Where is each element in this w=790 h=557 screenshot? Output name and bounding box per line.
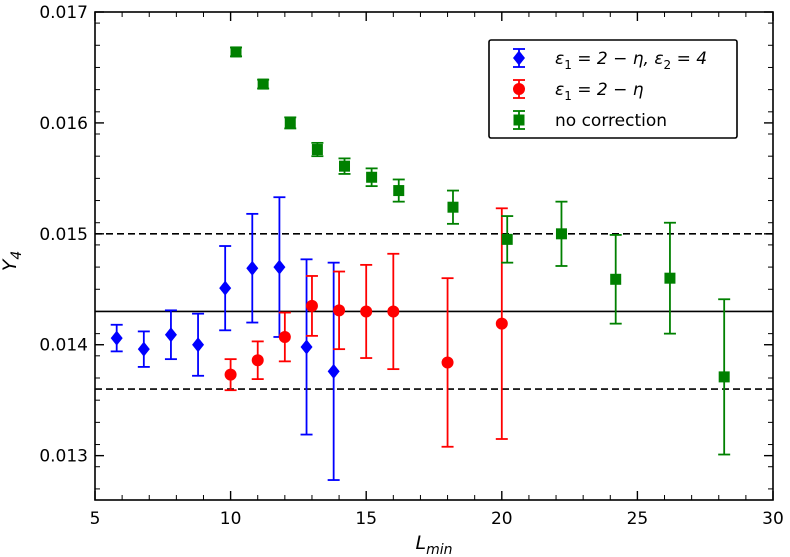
data-point bbox=[278, 330, 291, 343]
y-tick-label: 0.014 bbox=[39, 336, 88, 356]
data-point bbox=[257, 78, 269, 90]
x-tick-label: 25 bbox=[627, 509, 649, 529]
x-axis-label: Lmin bbox=[416, 532, 453, 557]
data-point bbox=[555, 228, 567, 240]
series-square bbox=[230, 46, 731, 456]
x-tick-label: 10 bbox=[220, 509, 242, 529]
data-point bbox=[501, 233, 513, 245]
x-tick-label: 20 bbox=[491, 509, 513, 529]
data-point bbox=[610, 273, 622, 285]
data-point bbox=[246, 260, 259, 276]
legend-label: ε1 = 2 − η, ε2 = 4 bbox=[555, 49, 707, 72]
legend-box bbox=[488, 39, 738, 139]
data-point bbox=[360, 305, 373, 318]
data-point bbox=[441, 356, 454, 369]
data-point bbox=[224, 368, 237, 381]
data-point bbox=[251, 354, 264, 367]
data-point bbox=[137, 341, 150, 357]
y-tick-label: 0.015 bbox=[39, 225, 88, 245]
data-point bbox=[366, 171, 378, 183]
data-point bbox=[164, 327, 177, 343]
legend-entry-diamond: ε1 = 2 − η, ε2 = 4 bbox=[513, 48, 707, 72]
data-point bbox=[219, 280, 232, 296]
axes: 5 10 15 20 25 30 0.013 0.014 0.015 0.016 0.017 Lmin… bbox=[0, 3, 784, 557]
y-tick-label: 0.013 bbox=[39, 447, 88, 467]
legend-marker bbox=[513, 83, 525, 95]
y-axis-label: Y4 bbox=[0, 251, 25, 272]
legend-marker bbox=[513, 114, 525, 126]
series-circle bbox=[224, 207, 508, 448]
data-point bbox=[718, 371, 730, 383]
data-point bbox=[333, 304, 346, 317]
plot-area bbox=[95, 46, 773, 481]
data-point bbox=[273, 259, 286, 275]
data-point bbox=[305, 299, 318, 312]
data-point bbox=[300, 339, 313, 355]
x-tick-label: 15 bbox=[355, 509, 377, 529]
data-point bbox=[664, 272, 676, 284]
data-point bbox=[393, 185, 405, 197]
y-tick-label: 0.016 bbox=[39, 114, 88, 134]
data-point bbox=[110, 330, 123, 346]
y-tick-label: 0.017 bbox=[39, 3, 88, 23]
legend-label: no correction bbox=[555, 111, 667, 131]
x-tick-label: 30 bbox=[762, 509, 784, 529]
legend-entry-circle: ε1 = 2 − η bbox=[513, 79, 644, 103]
data-point bbox=[339, 160, 351, 172]
data-point bbox=[447, 201, 459, 213]
legend-entry-square: no correction bbox=[513, 110, 667, 131]
legend-label: ε1 = 2 − η bbox=[555, 80, 644, 103]
data-point bbox=[284, 117, 296, 129]
legend: ε1 = 2 − η, ε2 = 4 ε1 = 2 − η no correctio… bbox=[488, 39, 738, 139]
data-point bbox=[311, 144, 323, 156]
data-point bbox=[495, 317, 508, 330]
series-diamond bbox=[110, 196, 340, 481]
x-tick-label: 5 bbox=[90, 509, 101, 529]
data-point bbox=[387, 305, 400, 318]
data-point bbox=[327, 363, 340, 379]
plot-frame bbox=[94, 11, 774, 501]
data-point bbox=[192, 337, 205, 353]
legend-marker bbox=[513, 50, 525, 66]
data-point bbox=[230, 46, 242, 58]
